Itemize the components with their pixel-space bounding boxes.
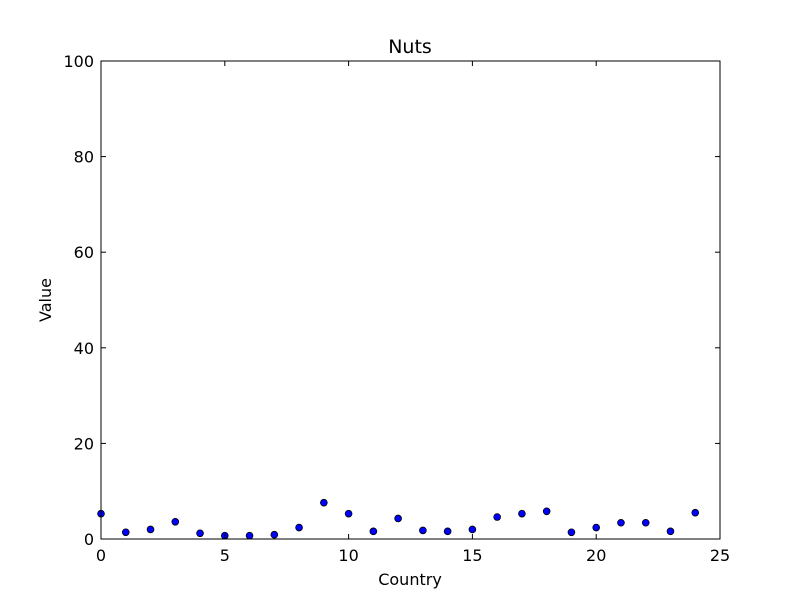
- data-point: [542, 507, 551, 516]
- y-tick-labels: 0 20 40 60 80 100: [63, 52, 94, 549]
- data-point: [691, 508, 700, 517]
- x-tick-label: 25: [710, 546, 730, 565]
- axes: [100, 60, 721, 540]
- chart-title: Nuts: [388, 36, 432, 58]
- data-point: [369, 527, 378, 536]
- data-point: [641, 518, 650, 527]
- x-tick-label: 15: [462, 546, 482, 565]
- data-points: [97, 498, 700, 540]
- data-point: [196, 529, 204, 538]
- y-tick-label: 100: [63, 52, 94, 71]
- x-tick-label: 0: [96, 546, 106, 565]
- x-tick-label: 10: [338, 546, 358, 565]
- data-point: [567, 528, 576, 537]
- data-point: [121, 528, 130, 537]
- plot-background: [101, 61, 720, 539]
- data-point: [419, 526, 427, 535]
- data-point: [295, 523, 303, 532]
- data-point: [617, 518, 625, 527]
- data-point: [344, 509, 353, 518]
- x-tick-label: 20: [586, 546, 606, 565]
- data-point: [394, 514, 402, 523]
- data-point: [270, 530, 279, 539]
- plot-area: [101, 61, 720, 539]
- y-tick-label: 0: [84, 530, 94, 549]
- data-point: [171, 517, 180, 526]
- data-point: [320, 498, 328, 507]
- data-point: [245, 531, 254, 540]
- data-point: [146, 525, 155, 534]
- y-tick-label: 20: [74, 434, 94, 453]
- x-tick-label: 5: [220, 546, 230, 565]
- data-point: [666, 527, 675, 536]
- data-point: [493, 513, 501, 521]
- axes-frame: [100, 60, 721, 540]
- data-point: [443, 527, 452, 536]
- x-tick-labels: 0 5 10 15 20 25: [96, 546, 730, 565]
- y-tick-label: 40: [74, 339, 94, 358]
- data-point: [518, 509, 526, 518]
- data-point: [468, 525, 477, 534]
- x-axis-label: Country: [378, 570, 442, 589]
- data-point: [592, 523, 600, 532]
- y-axis-label: Value: [36, 278, 55, 322]
- y-tick-label: 60: [74, 243, 94, 262]
- y-tick-label: 80: [74, 148, 94, 167]
